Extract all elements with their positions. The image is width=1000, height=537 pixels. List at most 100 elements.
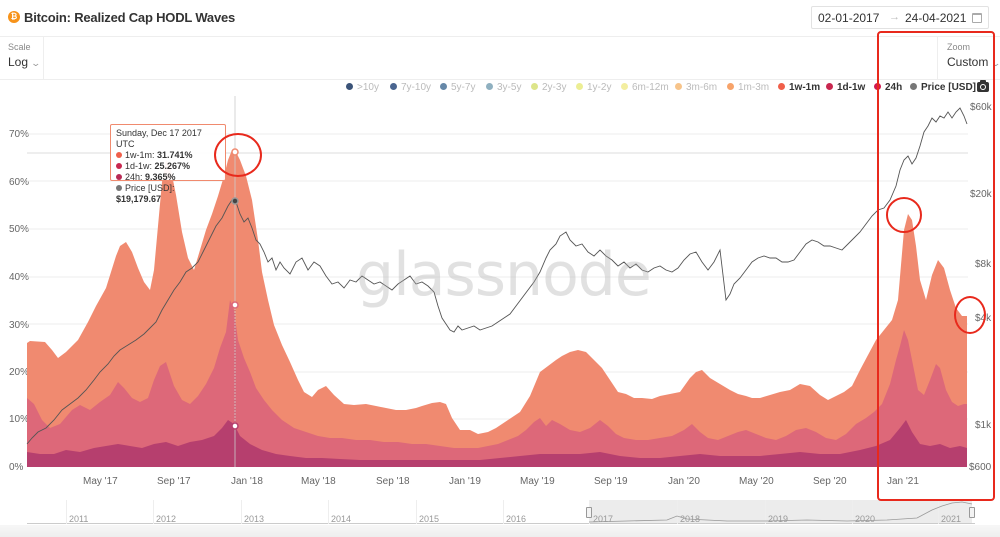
legend-item-price-usd[interactable]: Price [USD] bbox=[910, 82, 976, 93]
area-1w-1m bbox=[27, 150, 967, 467]
series-dot-icon bbox=[116, 163, 122, 169]
x-tick: Sep '17 bbox=[157, 476, 191, 487]
legend-item-5y-7y[interactable]: 5y-7y bbox=[440, 82, 475, 93]
y-tick-30: 30% bbox=[9, 320, 30, 331]
date-to-input[interactable]: 24-04-2021 bbox=[905, 11, 967, 25]
zoom-dropdown[interactable]: Zoom Custom⌄ bbox=[937, 37, 1000, 80]
x-tick: Sep '20 bbox=[813, 476, 847, 487]
nav-divider bbox=[416, 500, 417, 524]
legend-item-1m-3m[interactable]: 1m-3m bbox=[727, 82, 769, 93]
nav-divider bbox=[503, 500, 504, 524]
series-dot-icon bbox=[116, 185, 122, 191]
price-tick-8k: $8k bbox=[975, 259, 992, 270]
calendar-icon[interactable] bbox=[972, 13, 982, 23]
tooltip-row-1w-1m: 1w-1m: 31.741% bbox=[116, 150, 220, 161]
chart-legend: >10y 7y-10y 5y-7y 3y-5y 2y-3y 1y-2y 6m-1… bbox=[0, 82, 1000, 96]
legend-dot-icon bbox=[440, 83, 447, 90]
price-tick-60k: $60k bbox=[970, 102, 992, 113]
price-tick-4k: $4k bbox=[975, 313, 992, 324]
nav-divider bbox=[328, 500, 329, 524]
price-tick-20k: $20k bbox=[970, 189, 992, 200]
legend-dot-icon bbox=[346, 83, 353, 90]
camera-icon[interactable] bbox=[977, 80, 989, 92]
nav-year-label: 2014 bbox=[331, 514, 352, 524]
date-range-picker[interactable]: 02-01-2017 → 24-04-2021 bbox=[811, 6, 989, 29]
hover-marker-24h bbox=[231, 422, 239, 430]
scale-dropdown[interactable]: Scale Log ⌄ bbox=[0, 37, 44, 80]
nav-year-label: 2020 bbox=[855, 514, 876, 524]
zoom-value: Custom bbox=[947, 55, 989, 69]
y-tick-70: 70% bbox=[9, 129, 30, 140]
tooltip-row-price: Price [USD]: $19,179.67 bbox=[116, 183, 175, 204]
price-tick-1k: $1k bbox=[975, 420, 992, 431]
nav-divider bbox=[938, 500, 939, 524]
bitcoin-icon: ₿ bbox=[8, 11, 20, 23]
legend-item-1y-2y[interactable]: 1y-2y bbox=[576, 82, 611, 93]
hodl-waves-chart[interactable] bbox=[0, 96, 1000, 476]
hover-marker-1w-1m bbox=[231, 148, 239, 156]
nav-divider bbox=[153, 500, 154, 524]
nav-divider bbox=[241, 500, 242, 524]
legend-dot-icon bbox=[531, 83, 538, 90]
x-tick: May '18 bbox=[301, 476, 336, 487]
legend-item-7y-10y[interactable]: 7y-10y bbox=[390, 82, 431, 93]
legend-item-3y-5y[interactable]: 3y-5y bbox=[486, 82, 521, 93]
legend-item-3m-6m[interactable]: 3m-6m bbox=[675, 82, 717, 93]
legend-dot-icon bbox=[675, 83, 682, 90]
x-tick: Sep '19 bbox=[594, 476, 628, 487]
x-tick: May '19 bbox=[520, 476, 555, 487]
nav-year-label: 2011 bbox=[69, 514, 89, 524]
legend-item-1d-1w[interactable]: 1d-1w bbox=[826, 82, 865, 93]
legend-dot-icon bbox=[576, 83, 583, 90]
series-dot-icon bbox=[116, 174, 122, 180]
nav-handle-right[interactable] bbox=[969, 507, 975, 518]
nav-year-label: 2019 bbox=[768, 514, 789, 524]
y-tick-10: 10% bbox=[9, 414, 30, 425]
range-navigator[interactable]: 2011 2012 2013 2014 2015 2016 2017 2018 … bbox=[27, 500, 975, 524]
chevron-down-icon: ⌄ bbox=[991, 58, 1000, 69]
title-bar: ₿ Bitcoin: Realized Cap HODL Waves 02-01… bbox=[0, 0, 1000, 36]
legend-item-1w-1m[interactable]: 1w-1m bbox=[778, 82, 820, 93]
nav-year-label: 2012 bbox=[156, 514, 177, 524]
x-tick: Jan '18 bbox=[231, 476, 263, 487]
hover-marker-1d-1w bbox=[231, 301, 239, 309]
legend-item-2y-3y[interactable]: 2y-3y bbox=[531, 82, 566, 93]
price-line bbox=[26, 107, 968, 445]
y-tick-40: 40% bbox=[9, 272, 30, 283]
area-1d-1w bbox=[27, 300, 967, 467]
series-dot-icon bbox=[116, 152, 122, 158]
hover-marker-price bbox=[231, 197, 239, 205]
nav-divider bbox=[677, 500, 678, 524]
legend-item-24h[interactable]: 24h bbox=[874, 82, 902, 93]
legend-dot-icon bbox=[727, 83, 734, 90]
nav-year-label: 2015 bbox=[419, 514, 440, 524]
legend-dot-icon bbox=[910, 83, 917, 90]
date-from-input[interactable]: 02-01-2017 bbox=[818, 11, 880, 25]
nav-year-label: 2021 bbox=[941, 514, 962, 524]
area-24h bbox=[27, 420, 967, 467]
nav-divider bbox=[852, 500, 853, 524]
arrow-right-icon: → bbox=[889, 11, 900, 23]
nav-divider bbox=[765, 500, 766, 524]
zoom-label: Zoom bbox=[947, 42, 971, 52]
nav-year-label: 2016 bbox=[506, 514, 527, 524]
tooltip-row-1d-1w: 1d-1w: 25.267% bbox=[116, 161, 220, 172]
legend-dot-icon bbox=[621, 83, 628, 90]
x-tick: May '17 bbox=[83, 476, 118, 487]
legend-item-gt10y[interactable]: >10y bbox=[346, 82, 379, 93]
x-tick: Jan '19 bbox=[449, 476, 481, 487]
legend-dot-icon bbox=[874, 83, 881, 90]
y-tick-0: 0% bbox=[9, 462, 24, 473]
chevron-down-icon: ⌄ bbox=[30, 58, 42, 68]
chart-tooltip: Sunday, Dec 17 2017 UTC 1w-1m: 31.741% 1… bbox=[110, 124, 226, 204]
x-tick: Sep '18 bbox=[376, 476, 410, 487]
nav-divider bbox=[66, 500, 67, 524]
nav-handle-left[interactable] bbox=[586, 507, 592, 518]
y-tick-50: 50% bbox=[9, 224, 30, 235]
legend-item-6m-12m[interactable]: 6m-12m bbox=[621, 82, 669, 93]
footer-bar bbox=[0, 525, 1000, 537]
scale-value: Log bbox=[8, 55, 29, 69]
nav-year-label: 2013 bbox=[244, 514, 265, 524]
chart-title: Bitcoin: Realized Cap HODL Waves bbox=[24, 10, 236, 25]
x-tick: Jan '21 bbox=[887, 476, 919, 487]
